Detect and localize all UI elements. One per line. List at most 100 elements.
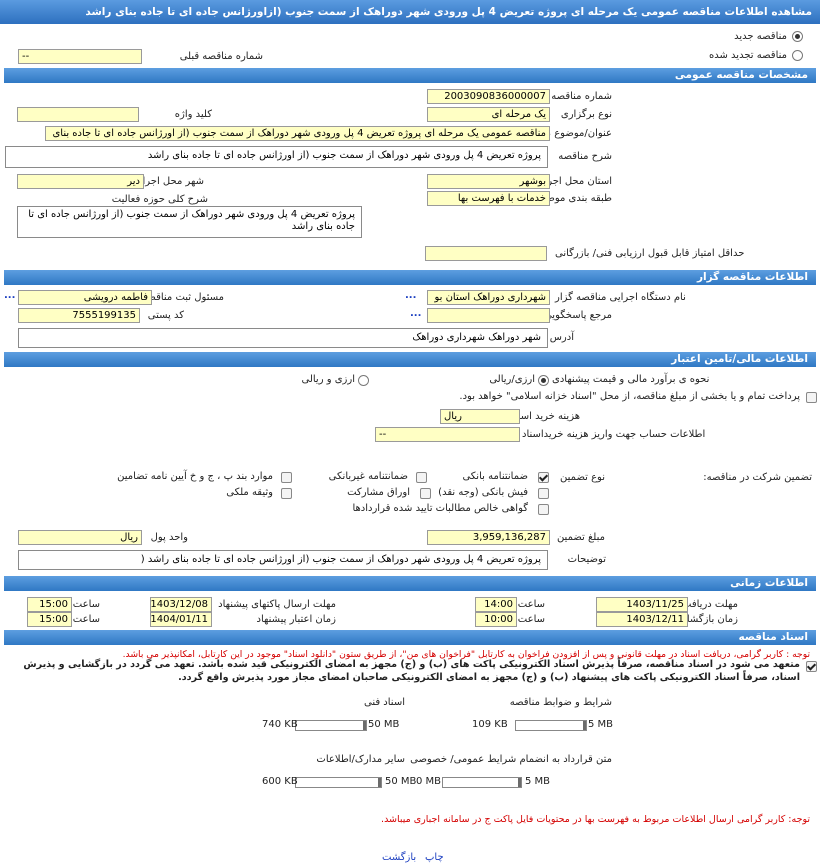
notice: توجه: کاربر گرامی ارسال اطلاعات مربوط به…: [381, 814, 810, 825]
label: کد پستی: [147, 310, 184, 321]
file-size: 600 KB: [262, 776, 298, 787]
checkbox[interactable]: [538, 504, 549, 515]
lookup-link[interactable]: ...: [410, 308, 422, 319]
label: زمان اعتبار پیشنهاد: [256, 614, 336, 625]
checkbox[interactable]: [806, 661, 817, 672]
label: عنوان/موضوع مناقصه: [520, 128, 612, 139]
label: اطلاعات حساب جهت واریز هزینه خریداسناد: [522, 429, 706, 440]
field: ریال: [440, 409, 520, 424]
checkbox-label: موارد بند پ ، ج و خ آیین نامه تضامین: [117, 471, 273, 482]
lookup-link[interactable]: ...: [405, 290, 417, 301]
label: مسئول ثبت مناقصه: [142, 292, 224, 303]
field: --: [375, 427, 520, 442]
file-size: 0 MB: [416, 776, 442, 787]
radio[interactable]: [792, 31, 803, 42]
section-title: اطلاعات مالی/تامین اعتبار: [4, 352, 816, 367]
section-title: مشخصات مناقصه عمومی: [4, 68, 816, 83]
field: [427, 308, 550, 323]
checkbox-label: اوراق مشارکت: [347, 487, 410, 498]
label: شرایط و ضوابط مناقصه: [509, 697, 612, 708]
max-size: 50 MB: [385, 776, 417, 787]
label: نوع تضمین: [560, 472, 605, 483]
field: 7555199135: [18, 308, 140, 323]
print-link[interactable]: چاپ: [425, 852, 444, 863]
radio-label: ارزی و ریالی: [301, 374, 356, 385]
field: 2003090836000007: [427, 89, 550, 104]
text-box: شهر دوراهک شهرداری دوراهک: [18, 328, 548, 348]
label: سایر مدارک/اطلاعات: [316, 754, 405, 765]
radio[interactable]: [792, 50, 803, 61]
checkbox-label: وثیقه ملکی: [226, 487, 273, 498]
field: 3,959,136,287: [427, 530, 550, 545]
radio[interactable]: [538, 375, 549, 386]
checkbox[interactable]: [281, 488, 292, 499]
label: ساعت: [517, 599, 545, 610]
radio-label: مناقصه تجدید شده: [709, 50, 787, 61]
checkbox-label: ضمانتنامه غیربانکی: [328, 471, 408, 482]
size-bar: [295, 720, 367, 731]
text-box: پروژه تعریض 4 پل ورودی شهر دوراهک از سمت…: [5, 146, 548, 168]
checkbox[interactable]: [281, 472, 292, 483]
field: 1403/12/08: [150, 597, 212, 612]
field: فاطمه درویشی: [18, 290, 152, 305]
label: مرجع پاسخگویی: [543, 310, 612, 321]
label: تضمین شرکت در مناقصه:: [703, 472, 812, 483]
label: ساعت: [517, 614, 545, 625]
size-bar: [295, 777, 382, 788]
commitment-text: متعهد می شود در اسناد مناقصه، صرفاً پذیر…: [23, 659, 800, 683]
checkbox[interactable]: [538, 472, 549, 483]
section-title: اطلاعات مناقصه گزار: [4, 270, 816, 285]
radio[interactable]: [358, 375, 369, 386]
field: شهرداری دوراهک استان بو: [427, 290, 550, 305]
radio-label: ارزی/ریالی: [489, 374, 535, 385]
field: مناقصه عمومی یک مرحله ای پروژه تعریض 4 پ…: [45, 126, 550, 141]
max-size: 50 MB: [368, 719, 400, 730]
file-size: 740 KB: [262, 719, 298, 730]
checkbox[interactable]: [416, 472, 427, 483]
label: مهلت ارسال پاکتهای پیشنهاد: [218, 599, 336, 610]
label: طبقه بندی موضوعی: [526, 193, 612, 204]
text-box: پروژه تعریض 4 پل ورودی شهر دوراهک از سمت…: [17, 206, 362, 238]
max-size: 5 MB: [588, 719, 614, 730]
field: 15:00: [27, 597, 72, 612]
page-title: مشاهده اطلاعات مناقصه عمومی یک مرحله ای …: [85, 6, 812, 18]
field: --: [18, 49, 142, 64]
checkbox[interactable]: [538, 488, 549, 499]
label: واحد پول: [150, 532, 188, 543]
label: شرح کلی حوزه فعالیت: [111, 194, 208, 205]
lookup-link[interactable]: ...: [4, 290, 16, 301]
label: شرح مناقصه: [558, 151, 612, 162]
field: 15:00: [27, 612, 72, 627]
field: بوشهر: [427, 174, 550, 189]
size-bar: [442, 777, 522, 788]
field: یک مرحله ای: [427, 107, 550, 122]
checkbox-label: گواهی خالص مطالبات تایید شده قراردادها: [352, 503, 528, 514]
checkbox-label: فیش بانکی (وجه نقد): [438, 487, 528, 498]
field: 1403/12/11: [596, 612, 688, 627]
checkbox[interactable]: [806, 392, 817, 403]
label: نوع برگزاری: [560, 109, 612, 120]
label: اسناد فنی: [364, 697, 405, 708]
field: 14:00: [475, 597, 517, 612]
text-box: پروژه تعریض 4 پل ورودی شهر دوراهک از سمت…: [18, 550, 548, 570]
label: شهر محل اجرا: [142, 176, 204, 187]
notice: توجه : کاربر گرامی، دریافت اسناد در مهلت…: [122, 649, 810, 660]
label: حداقل امتیاز قابل قبول ارزیابی فنی/ بازر…: [555, 248, 745, 259]
size-bar: [515, 720, 587, 731]
label: شماره مناقصه قبلی: [179, 51, 263, 62]
label: ساعت: [72, 599, 100, 610]
field: 1403/11/25: [596, 597, 688, 612]
checkbox-label: پرداخت تمام و یا بخشی از مبلغ مناقصه، از…: [459, 391, 800, 402]
file-size: 109 KB: [472, 719, 508, 730]
label: آدرس: [549, 332, 574, 343]
back-link[interactable]: بازگشت: [382, 852, 417, 863]
label: مبلغ تضمین: [556, 532, 605, 543]
label: شماره مناقصه: [551, 91, 612, 102]
checkbox[interactable]: [420, 488, 431, 499]
checkbox-label: ضمانتنامه بانکی: [462, 471, 528, 482]
section-title: اسناد مناقصه: [4, 630, 816, 645]
label: کلید واژه: [174, 109, 212, 120]
field: [425, 246, 547, 261]
field: دیر: [17, 174, 144, 189]
